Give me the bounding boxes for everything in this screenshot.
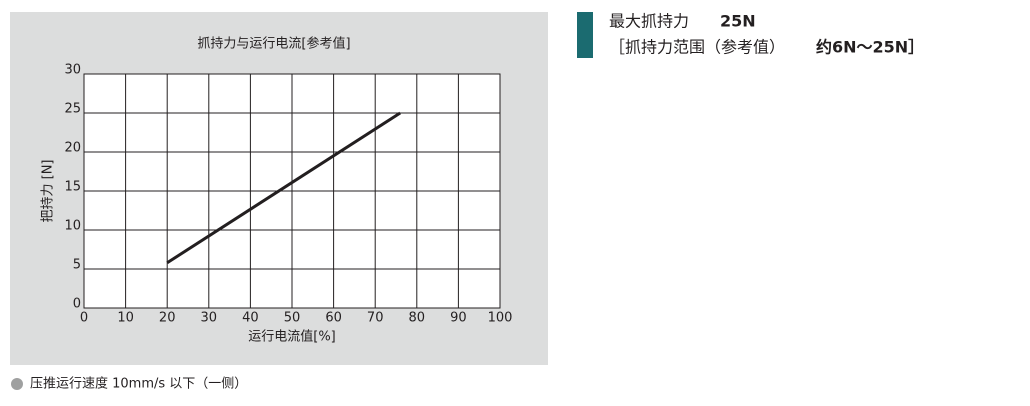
x-tick-label: 0 xyxy=(80,311,88,326)
x-tick-label: 30 xyxy=(201,311,218,326)
x-axis-label: 运行电流值[%] xyxy=(248,329,336,345)
x-tick-label: 10 xyxy=(117,311,134,326)
x-tick-label: 40 xyxy=(242,311,259,326)
side-label: 最大抓持力 xyxy=(609,12,689,31)
x-tick-label: 50 xyxy=(284,311,301,326)
side-label: ［抓持力范围（参考值） xyxy=(609,38,785,57)
y-tick-label: 20 xyxy=(64,141,81,156)
y-tick-label: 30 xyxy=(64,63,81,78)
x-tick-label: 90 xyxy=(450,311,467,326)
x-tick-label: 100 xyxy=(488,311,513,326)
y-axis-label: 把持力 [N] xyxy=(41,159,56,222)
x-tick-label: 60 xyxy=(325,311,342,326)
y-tick-label: 5 xyxy=(73,258,81,273)
chart-title: 抓持力与运行电流[参考值] xyxy=(197,36,350,52)
side-value: 约6N～25N］ xyxy=(816,38,924,57)
bullet xyxy=(11,378,23,390)
accent-bar xyxy=(577,12,593,58)
x-tick-label: 70 xyxy=(367,311,384,326)
y-tick-label: 15 xyxy=(64,180,81,195)
x-tick-label: 20 xyxy=(159,311,176,326)
side-value: 25N xyxy=(720,12,756,31)
footnote: 压推运行速度 10mm/s 以下（一侧） xyxy=(30,376,247,392)
x-tick-label: 80 xyxy=(409,311,426,326)
y-tick-label: 0 xyxy=(73,297,81,312)
y-tick-label: 10 xyxy=(64,219,81,234)
y-tick-label: 25 xyxy=(64,102,81,117)
data-line xyxy=(166,111,401,265)
